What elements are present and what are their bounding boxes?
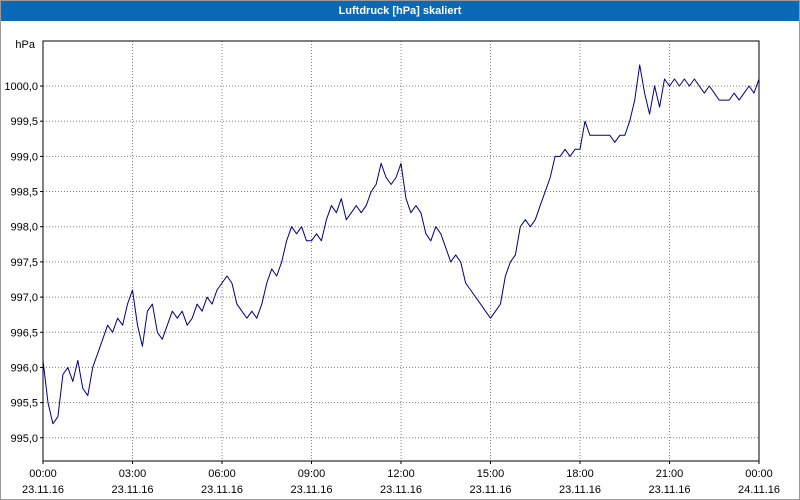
x-tick-time: 00:00 <box>745 468 773 480</box>
x-tick-date: 23.11.16 <box>22 484 64 496</box>
y-tick-label: 1000,0 <box>4 81 38 93</box>
x-tick-date: 23.11.16 <box>469 484 511 496</box>
x-tick-date: 23.11.16 <box>380 484 422 496</box>
y-tick-label: 997,0 <box>10 292 38 304</box>
x-tick-time: 21:00 <box>656 468 684 480</box>
x-tick-date: 23.11.16 <box>290 484 332 496</box>
x-tick-time: 06:00 <box>208 468 236 480</box>
x-tick-time: 12:00 <box>387 468 415 480</box>
x-tick-time: 03:00 <box>119 468 147 480</box>
y-tick-label: 999,5 <box>10 116 38 128</box>
title-bar: Luftdruck [hPa] skaliert <box>1 1 799 21</box>
x-tick-time: 09:00 <box>298 468 326 480</box>
y-tick-label: 998,5 <box>10 187 38 199</box>
y-tick-label: 996,0 <box>10 362 38 374</box>
y-tick-label: 995,0 <box>10 433 38 445</box>
x-tick-time: 00:00 <box>29 468 57 480</box>
plot-border <box>42 40 760 462</box>
pressure-line <box>42 64 760 425</box>
x-tick-date: 23.11.16 <box>201 484 243 496</box>
chart-svg: 1000,0 999,5 999,0 998,5 998,0 997,5 997,0 996,… <box>4 39 780 496</box>
window-title: Luftdruck [hPa] skaliert <box>338 5 462 17</box>
y-tick-label: 996,5 <box>10 327 38 339</box>
y-tick-label: 998,0 <box>10 222 38 234</box>
x-tick-date: 23.11.16 <box>559 484 601 496</box>
y-tick-label: 995,5 <box>10 398 38 410</box>
x-tick-time: 18:00 <box>566 468 594 480</box>
x-tick-date: 23.11.16 <box>111 484 153 496</box>
x-tick-date: 24.11.16 <box>738 484 780 496</box>
x-tick-time: 15:00 <box>477 468 505 480</box>
chart-area: 1000,0 999,5 999,0 998,5 998,0 997,5 997,0 996,… <box>1 21 799 499</box>
y-tick-label: 999,0 <box>10 151 38 163</box>
x-tick-date: 23.11.16 <box>648 484 690 496</box>
y-tick-label: 997,5 <box>10 257 38 269</box>
y-axis-unit: hPa <box>15 39 35 51</box>
